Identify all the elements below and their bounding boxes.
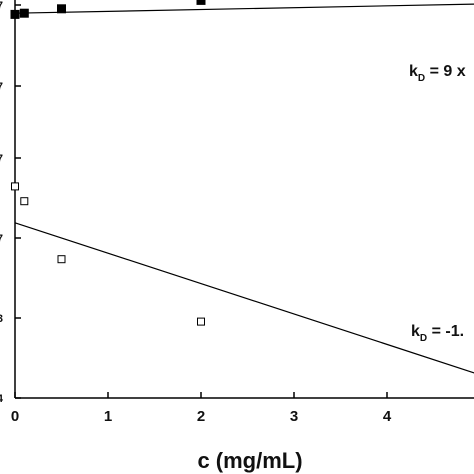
point-series0-1 [19, 8, 29, 18]
y-tick-label-5: 4 [0, 393, 4, 405]
plot-frame [14, 0, 474, 399]
fit-lines [14, 3, 474, 374]
x-tick-label-1: 1 [104, 408, 112, 425]
y-tick-label-4: 3 [0, 313, 3, 325]
kd-annotation-0: kD = 9 x [409, 63, 466, 84]
y-axis-ticks: 7 7 7 7 3 4 [0, 0, 21, 405]
x-axis-ticks: 0 1 2 3 4 [11, 392, 392, 425]
fit-line-0 [14, 3, 474, 14]
fit-line-1 [14, 222, 474, 374]
y-tick-label-3: 7 [0, 233, 3, 245]
x-tick-label-3: 3 [290, 408, 298, 425]
y-tick-label-0: 7 [0, 0, 3, 12]
point-series1-1 [20, 197, 29, 206]
x-tick-label-4: 4 [383, 408, 392, 425]
point-series1-2 [57, 255, 66, 264]
y-tick-label-1: 7 [0, 81, 3, 93]
point-series0-2 [57, 4, 66, 14]
data-points [10, 0, 206, 326]
kd-annotation-1: kD = -1. [411, 323, 464, 344]
fit-annotations: kD = 9 x kD = -1. [409, 63, 466, 344]
y-tick-label-2: 7 [0, 153, 3, 165]
x-axis-title: c (mg/mL) [197, 448, 302, 473]
point-series0-0 [10, 9, 20, 19]
point-series1-0 [11, 182, 19, 191]
point-series1-3 [197, 317, 205, 326]
x-tick-label-0: 0 [11, 408, 19, 425]
point-series0-3 [196, 0, 206, 5]
x-tick-label-2: 2 [197, 408, 205, 425]
